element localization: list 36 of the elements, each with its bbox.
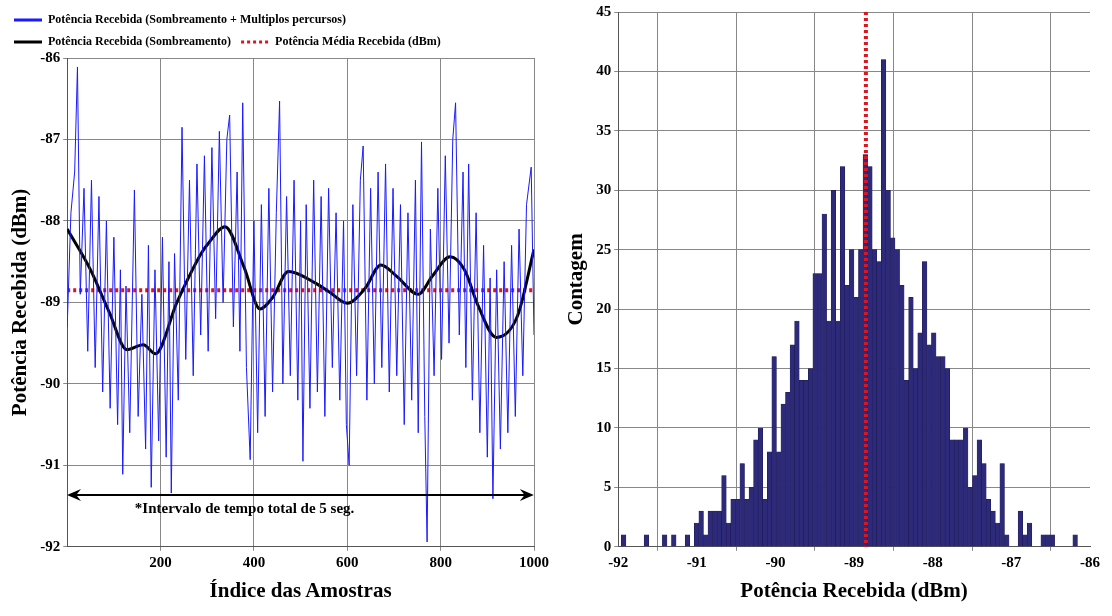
y-tick-label: 40 <box>596 62 612 79</box>
x-tick-label: -87 <box>1001 553 1022 570</box>
x-axis-title: Índice das Amostras <box>209 577 392 602</box>
y-tick-label: -86 <box>40 48 61 65</box>
y-tick-label: -88 <box>40 211 61 228</box>
y-tick-label: 25 <box>596 240 612 257</box>
y-tick-label: 5 <box>603 478 612 495</box>
x-axis-title: Potência Recebida (dBm) <box>740 577 968 602</box>
x-tick-label: -91 <box>686 553 707 570</box>
annotation: *Intervalo de tempo total de 5 seg. <box>134 500 355 518</box>
y-tick-label: -92 <box>40 537 61 554</box>
y-tick-label: -87 <box>40 130 61 147</box>
x-tick-label: 600 <box>336 553 359 570</box>
y-tick-label: -89 <box>40 293 61 310</box>
y-tick-label: 30 <box>596 181 612 198</box>
legend-label: Potência Recebida (Sombreamento) <box>48 34 232 49</box>
x-tick-label: -86 <box>1080 553 1101 570</box>
y-tick-label: -90 <box>40 374 61 391</box>
y-tick-label: 45 <box>596 2 612 19</box>
x-tick-label: -90 <box>765 553 786 570</box>
x-tick-label: 400 <box>242 553 266 570</box>
y-tick-label: 20 <box>596 299 612 316</box>
x-tick-label: 800 <box>429 553 452 570</box>
y-axis-title: Contagem <box>563 232 588 326</box>
y-tick-label: 0 <box>603 537 612 554</box>
x-tick-label: -89 <box>844 553 865 570</box>
legend-label: Potência Recebida (Sombreamento + Multiplos percursos) <box>48 12 347 27</box>
y-tick-label: 10 <box>596 418 612 435</box>
y-tick-label: -91 <box>40 456 61 473</box>
y-tick-label: 35 <box>596 121 612 138</box>
y-axis-title: Potência Recebida (dBm) <box>7 188 32 417</box>
y-tick-label: 15 <box>596 359 612 376</box>
legend-label: Potência Média Recebida (dBm) <box>275 34 441 49</box>
x-tick-label: 200 <box>149 553 172 570</box>
x-tick-label: 1000 <box>519 553 549 570</box>
x-tick-label: -88 <box>922 553 943 570</box>
